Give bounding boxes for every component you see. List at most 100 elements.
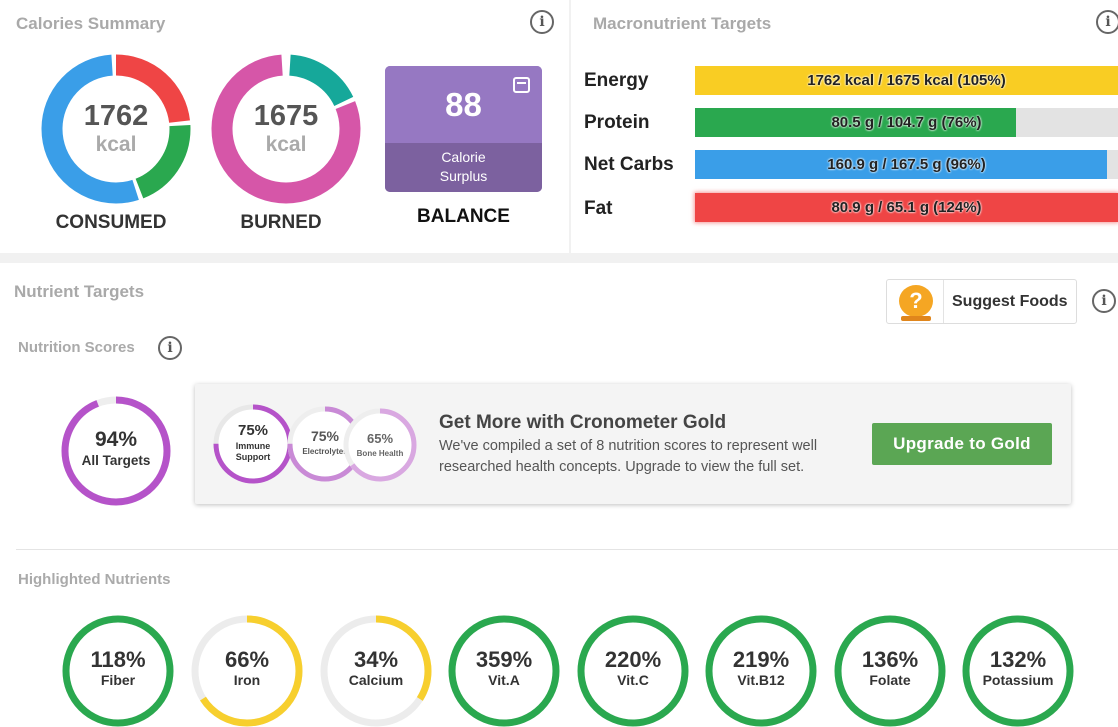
consumed-label: CONSUMED (55, 212, 167, 233)
nutrient-fiber-ring (62, 615, 174, 727)
nutrient-folate-arc (834, 615, 946, 727)
energy-bar-text: 1762 kcal / 1675 kcal (105%) (807, 72, 1006, 89)
nutrient-potassium-percent: 132% (989, 647, 1047, 672)
nutrient-targets-info-icon[interactable]: i (1092, 289, 1116, 313)
nutrient-potassium-ring (962, 615, 1074, 727)
balance-sub-line2: Surplus (439, 168, 488, 184)
consumed-donut-chart (41, 54, 191, 204)
nutrient-calcium-ring (320, 615, 432, 727)
macro-name-energy: Energy (584, 70, 649, 91)
nutrient-folate[interactable]: 136% Folate (833, 614, 947, 727)
nutrient-potassium-arc (962, 615, 1074, 727)
all-targets-score[interactable]: 94% All Targets (60, 395, 172, 507)
burned-donut-chart (211, 54, 361, 204)
nutrition-scores-title: Nutrition Scores (18, 339, 135, 356)
immune-support-percent: 75% (237, 422, 269, 439)
nutrient-fiber-percent: 118% (90, 647, 146, 672)
nutrient-calcium[interactable]: 34% Calcium (319, 614, 433, 727)
fat-bar-fill (695, 193, 1118, 222)
fat-bar-text: 80.9 g / 65.1 g (124%) (831, 199, 982, 216)
lock-icon (513, 77, 530, 93)
bone-health-arc (343, 408, 417, 482)
macro-name-protein: Protein (584, 112, 650, 133)
balance-card[interactable]: 88 Calorie Surplus (385, 66, 542, 192)
nutrient-vit-c-ring (577, 615, 689, 727)
energy-bar[interactable]: 1762 kcal / 1675 kcal (105%) (695, 66, 1118, 95)
nutrient-potassium[interactable]: 132% Potassium (961, 614, 1075, 727)
immune-support-label-2: Support (235, 452, 271, 462)
burned-donut[interactable]: 1675 kcal (211, 54, 361, 204)
balance-label: BALANCE (417, 206, 510, 227)
cronometer-gold-card: 75% Immune Support 75% Electrolytes 65% … (195, 384, 1071, 504)
burned-segment-pink (211, 54, 361, 204)
nutrient-iron-arc (191, 615, 303, 727)
nutrient-vit-c-percent: 220% (604, 647, 662, 672)
nutrient-calcium-percent: 34% (353, 647, 399, 672)
consumed-unit: kcal (95, 133, 137, 156)
nutrient-vit-a-percent: 359% (475, 647, 533, 672)
consumed-segment-red (41, 54, 191, 204)
nutrient-fiber[interactable]: 118% Fiber (61, 614, 175, 727)
electrolytes-label: Electrolytes (302, 447, 348, 456)
protein-bar-text: 80.5 g / 104.7 g (76%) (831, 114, 982, 131)
nutrient-vit-a[interactable]: 359% Vit.A (447, 614, 561, 727)
immune-support-ring (213, 404, 293, 484)
nutrient-iron-name: Iron (233, 672, 261, 688)
consumed-donut[interactable]: 1762 kcal (41, 54, 191, 204)
burned-value: 1675 (253, 100, 319, 132)
balance-bottom: Calorie Surplus (385, 143, 542, 192)
nutrient-vit-a-name: Vit.A (488, 672, 520, 688)
protein-bar[interactable]: 80.5 g / 104.7 g (76%) (695, 108, 1118, 137)
suggest-foods-button[interactable]: ? Suggest Foods (886, 279, 1077, 324)
net-carbs-bar[interactable]: 160.9 g / 167.5 g (96%) (695, 150, 1118, 179)
nutrient-iron[interactable]: 66% Iron (190, 614, 304, 727)
nutrient-vit-c-name: Vit.C (617, 672, 649, 688)
electrolytes-percent: 75% (310, 428, 340, 444)
question-mark-icon: ? (899, 285, 933, 321)
highlighted-nutrients-title: Highlighted Nutrients (18, 571, 171, 588)
nutrient-vit-b12-name: Vit.B12 (737, 672, 785, 688)
electrolytes-score: 75% Electrolytes (287, 406, 363, 482)
protein-bar-fill (695, 108, 1017, 137)
nutrient-iron-percent: 66% (224, 647, 270, 672)
immune-support-score: 75% Immune Support (213, 404, 293, 484)
calories-summary-title: Calories Summary (16, 14, 166, 33)
burned-label: BURNED (240, 212, 322, 233)
nutrient-vit-a-ring (448, 615, 560, 727)
nutrient-vit-c-arc (577, 615, 689, 727)
macro-info-icon[interactable]: i (1096, 10, 1118, 34)
upgrade-to-gold-button[interactable]: Upgrade to Gold (872, 423, 1052, 465)
nutrient-targets-title: Nutrient Targets (14, 282, 145, 301)
suggest-divider (943, 280, 944, 323)
all-targets-label: All Targets (81, 453, 151, 468)
nutrient-folate-name: Folate (869, 672, 911, 688)
bone-health-percent: 65% (366, 431, 394, 446)
all-targets-percent: 94% (94, 428, 138, 451)
nutrient-fiber-name: Fiber (100, 672, 136, 688)
consumed-segment-green (41, 54, 191, 204)
nutrient-calcium-arc (320, 615, 432, 727)
nutrient-vit-c[interactable]: 220% Vit.C (576, 614, 690, 727)
electrolytes-ring (287, 406, 363, 482)
balance-sub-line1: Calorie (441, 149, 486, 165)
immune-support-label-1: Immune (235, 441, 271, 451)
fat-bar[interactable]: 80.9 g / 65.1 g (124%) (695, 193, 1118, 222)
net-carbs-bar-text: 160.9 g / 167.5 g (96%) (827, 156, 986, 173)
nutrition-scores-info-icon[interactable]: i (158, 336, 182, 360)
consumed-value: 1762 (83, 100, 149, 132)
bone-health-score: 65% Bone Health (343, 408, 417, 482)
nutrient-vit-a-arc (448, 615, 560, 727)
nutrient-fiber-arc (62, 615, 174, 727)
gold-description-line1: We've compiled a set of 8 nutrition scor… (439, 438, 818, 454)
section-divider (16, 549, 1118, 550)
calories-info-icon[interactable]: i (530, 10, 554, 34)
macro-name-fat: Fat (584, 198, 613, 219)
all-targets-arc (61, 396, 171, 506)
nutrient-vit-b12-arc (705, 615, 817, 727)
nutrient-vit-b12[interactable]: 219% Vit.B12 (704, 614, 818, 727)
nutrient-iron-ring (191, 615, 303, 727)
gold-description-line2: researched health concepts. Upgrade to v… (439, 459, 805, 475)
bone-health-label: Bone Health (356, 449, 404, 458)
nutrient-calcium-name: Calcium (348, 672, 404, 688)
all-targets-ring (61, 396, 171, 506)
